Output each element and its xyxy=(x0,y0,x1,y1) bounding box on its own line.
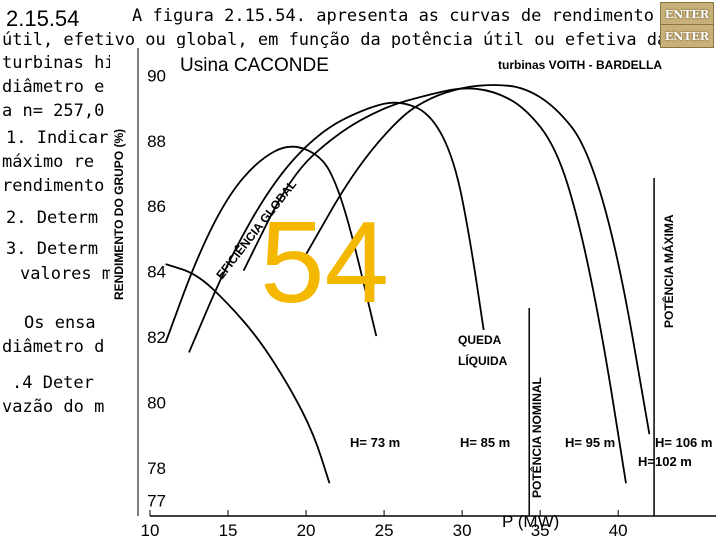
slide-line-8: rendimento xyxy=(2,176,105,196)
queda-label: QUEDA xyxy=(458,333,502,347)
y-tick-label: 84 xyxy=(147,263,166,282)
power-lines xyxy=(528,178,655,516)
chart-background xyxy=(110,48,720,540)
slide-line-7: máximo re xyxy=(2,152,95,172)
efficiency-curve-3 xyxy=(188,101,487,353)
queda-box xyxy=(452,330,526,370)
curve-label: H= 106 m xyxy=(655,435,712,450)
chart-ticks: 10 15 20 25 30 35 40 90 88 86 84 82 80 78 77 xyxy=(141,66,628,540)
curve-label-bg xyxy=(634,452,710,470)
slide-line-2: útil, efetivo ou global, em função da po… xyxy=(2,30,678,50)
x-tick-label: 40 xyxy=(609,521,628,540)
slide-line-4: diâmetro e xyxy=(2,77,105,97)
slide-line-12: Os ensa xyxy=(24,313,96,333)
x-tick-label: 25 xyxy=(375,521,394,540)
slide-line-15: vazão do m xyxy=(2,397,105,417)
efficiency-curve-2 xyxy=(164,145,378,343)
curve-label: H=102 m xyxy=(638,454,692,469)
slide-line-14: .4 Deter xyxy=(12,373,94,393)
efficiency-curve-5 xyxy=(242,87,627,484)
x-tick-label: 10 xyxy=(141,521,160,540)
curve-label: H= 95 m xyxy=(565,435,615,450)
chart-curves: H= 73 m H= 85 m H= 95 m H= 106 m H=102 m xyxy=(164,84,720,484)
chart-grid xyxy=(137,48,716,517)
y-tick-label: 77 xyxy=(147,492,166,511)
x-tick-label: 35 xyxy=(531,521,550,540)
potencia-nominal-label: POTÊNCIA NOMINAL xyxy=(529,377,544,498)
x-tick-label: 30 xyxy=(453,521,472,540)
slide-line-1: A figura 2.15.54. apresenta as curvas de… xyxy=(132,6,654,26)
slide-number: 2.15.54 xyxy=(6,6,80,31)
overlay-number: 54 xyxy=(260,197,389,327)
slide-line-11: valores m xyxy=(20,264,113,284)
y-tick-label: 80 xyxy=(147,394,166,413)
x-tick-label: 15 xyxy=(219,521,238,540)
y-tick-label: 78 xyxy=(147,459,166,478)
enter-button-top[interactable]: ENTER xyxy=(660,2,714,26)
slide-line-10: 3. Determ xyxy=(6,239,99,259)
curve-label-bg xyxy=(456,433,532,451)
slide-line-13: diâmetro d xyxy=(2,337,105,357)
curve-label: H= 85 m xyxy=(460,435,510,450)
chart-subtitle: turbinas VOITH - BARDELLA xyxy=(498,58,662,72)
curve-label: H= 73 m xyxy=(350,435,400,450)
y-tick-label: 82 xyxy=(147,328,166,347)
potencia-maxima-label: POTÊNCIA MÁXIMA xyxy=(661,214,676,328)
enter-button-bottom[interactable]: ENTER xyxy=(660,24,714,48)
efficiency-curve-4 xyxy=(305,84,651,435)
chart-labels: Usina CACONDE turbinas VOITH - BARDELLA … xyxy=(112,52,676,531)
efficiency-chart: H= 73 m H= 85 m H= 95 m H= 106 mH=102 m 10 1… xyxy=(110,48,720,540)
y-tick-label: 86 xyxy=(147,197,166,216)
chart-title: Usina CACONDE xyxy=(180,55,329,76)
title-box xyxy=(174,52,356,74)
y-tick-label: 90 xyxy=(147,66,166,85)
slide-line-5: a n= 257,0 xyxy=(2,101,105,121)
slide-line-6: 1. Indicar xyxy=(6,128,109,148)
slide-line-3: turbinas hi xyxy=(2,53,115,73)
curve-label-bg xyxy=(346,433,422,451)
curve-label-bg xyxy=(651,433,720,451)
y-axis-label: RENDIMENTO DO GRUPO (%) xyxy=(112,129,126,300)
x-tick-label: 20 xyxy=(297,521,316,540)
efficiency-curve-1 xyxy=(165,263,331,484)
slide-line-9: 2. Determ xyxy=(6,208,99,228)
y-tick-label: 88 xyxy=(147,132,166,151)
liquida-label: LÍQUIDA xyxy=(458,353,508,368)
x-axis-label: P (MW) xyxy=(502,512,559,531)
